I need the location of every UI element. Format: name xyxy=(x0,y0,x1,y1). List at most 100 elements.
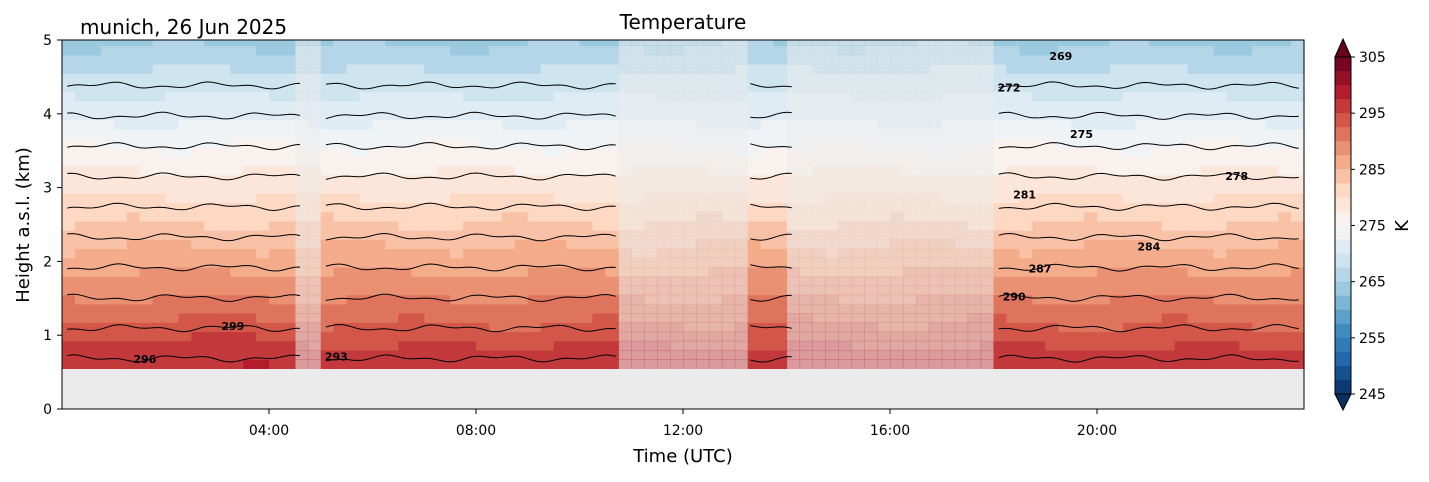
contour-layer xyxy=(67,81,1299,363)
heatmap-cell xyxy=(1058,303,1072,314)
heatmap-cell xyxy=(1174,45,1189,56)
heatmap-cell xyxy=(954,100,969,111)
heatmap-cell xyxy=(269,63,283,74)
heatmap-cell xyxy=(760,313,775,323)
heatmap-cell xyxy=(747,313,762,323)
heatmap-cell xyxy=(320,202,335,213)
heatmap-cell xyxy=(333,91,348,102)
heatmap-cell xyxy=(281,147,296,157)
heatmap-cell xyxy=(812,45,826,56)
heatmap-cell xyxy=(126,276,141,286)
heatmap-cell xyxy=(540,220,555,231)
heatmap-cell xyxy=(294,313,309,323)
heatmap-cell xyxy=(1135,174,1150,185)
heatmap-cell xyxy=(152,73,167,84)
heatmap-cell xyxy=(747,230,762,240)
heatmap-cell xyxy=(372,340,387,351)
heatmap-cell xyxy=(618,230,632,240)
heatmap-cell xyxy=(424,313,438,323)
heatmap-cell xyxy=(1239,322,1253,333)
heatmap-cell xyxy=(825,147,839,157)
heatmap-cell xyxy=(320,119,335,130)
heatmap-cell xyxy=(230,266,244,277)
heatmap-cell xyxy=(320,220,335,231)
heatmap-cell xyxy=(747,359,762,370)
heatmap-cell xyxy=(553,331,568,342)
heatmap-cell xyxy=(178,303,192,314)
heatmap-cell xyxy=(915,54,930,65)
heatmap-cell xyxy=(592,340,606,351)
heatmap-cell xyxy=(514,220,529,231)
heatmap-cell xyxy=(540,313,555,323)
contour-line-284 xyxy=(67,233,301,242)
heatmap-cell xyxy=(553,174,568,185)
heatmap-cell xyxy=(1239,174,1253,185)
heatmap-cell xyxy=(256,119,270,130)
heatmap-cell xyxy=(424,183,438,194)
heatmap-cell xyxy=(540,193,555,203)
heatmap-cell xyxy=(592,266,606,277)
heatmap-cell xyxy=(1058,276,1072,286)
heatmap-cell xyxy=(877,285,891,296)
heatmap-cell xyxy=(346,73,361,84)
heatmap-cell xyxy=(514,359,529,370)
heatmap-cell xyxy=(1019,174,1033,185)
heatmap-cell xyxy=(980,211,995,222)
heatmap-cell xyxy=(592,91,606,102)
heatmap-cell xyxy=(87,183,102,194)
heatmap-cell xyxy=(928,91,943,102)
heatmap-cell xyxy=(644,303,658,314)
heatmap-cell xyxy=(618,54,632,65)
heatmap-cell xyxy=(113,294,128,305)
heatmap-cell xyxy=(786,183,801,194)
heatmap-cell xyxy=(902,54,917,65)
heatmap-cell xyxy=(281,165,296,176)
heatmap-cell xyxy=(1161,40,1176,47)
heatmap-cell xyxy=(359,128,374,139)
heatmap-cell xyxy=(1122,294,1137,305)
heatmap-cell xyxy=(851,119,865,130)
heatmap-cell xyxy=(152,100,167,111)
heatmap-cell xyxy=(786,313,801,323)
heatmap-cell xyxy=(1019,137,1033,148)
heatmap-cell xyxy=(579,45,594,56)
heatmap-cell xyxy=(126,202,141,213)
heatmap-cell xyxy=(708,119,723,130)
heatmap-cell xyxy=(864,322,878,333)
heatmap-cell xyxy=(566,322,581,333)
heatmap-cell xyxy=(851,54,865,65)
heatmap-cell xyxy=(1278,45,1292,56)
heatmap-cell xyxy=(488,165,503,176)
heatmap-cell xyxy=(877,359,891,370)
heatmap-cell xyxy=(320,110,335,120)
heatmap-cell xyxy=(476,63,490,74)
heatmap-cell xyxy=(437,276,451,286)
heatmap-cell xyxy=(217,230,231,240)
heatmap-cell xyxy=(204,202,218,213)
heatmap-cell xyxy=(605,54,619,65)
heatmap-cell xyxy=(113,303,128,314)
heatmap-cell xyxy=(62,285,76,296)
heatmap-cell xyxy=(488,276,503,286)
heatmap-cell xyxy=(980,110,995,120)
heatmap-cell xyxy=(670,220,684,231)
heatmap-cell xyxy=(1109,294,1124,305)
heatmap-cell xyxy=(100,91,115,102)
heatmap-cell xyxy=(657,137,671,148)
heatmap-cell xyxy=(592,349,606,360)
heatmap-cell xyxy=(760,100,775,111)
heatmap-cell xyxy=(631,183,645,194)
heatmap-cell xyxy=(1187,100,1202,111)
heatmap-cell xyxy=(734,349,749,360)
heatmap-cell xyxy=(178,220,192,231)
heatmap-cell xyxy=(566,239,581,250)
heatmap-cell xyxy=(890,45,904,56)
heatmap-cell xyxy=(1148,147,1163,157)
heatmap-cell xyxy=(488,359,503,370)
heatmap-cell xyxy=(74,156,89,167)
heatmap-cell xyxy=(760,230,775,240)
heatmap-cell xyxy=(178,349,192,360)
heatmap-cell xyxy=(437,303,451,314)
heatmap-cell xyxy=(592,322,606,333)
heatmap-cell xyxy=(113,63,128,74)
